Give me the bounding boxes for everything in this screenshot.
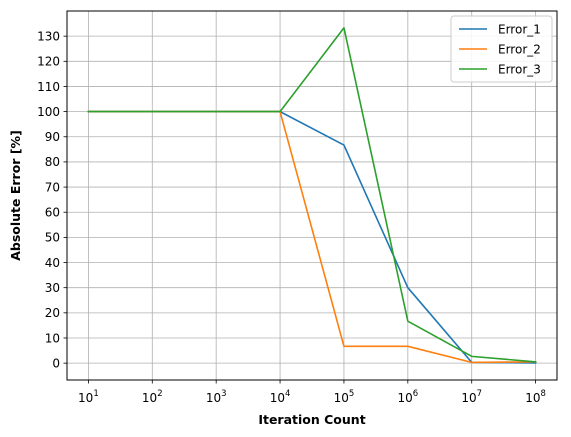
x-tick-base: 10: [142, 391, 157, 405]
x-tick-exponent: 6: [413, 389, 418, 399]
x-tick-base: 10: [270, 391, 285, 405]
y-tick-label: 90: [45, 130, 60, 144]
x-tick-base: 10: [334, 391, 349, 405]
y-tick-label: 130: [37, 29, 60, 43]
tick-marks: [63, 35, 536, 384]
grid: [67, 11, 557, 380]
x-tick-label: 108: [525, 389, 546, 405]
y-tick-label: 30: [45, 281, 60, 295]
tick-labels: 101 102 103 104 105 106 107 1080102030405060708…: [37, 29, 546, 405]
x-tick-exponent: 8: [541, 389, 546, 399]
x-tick-label: 101: [78, 389, 99, 405]
x-tick-exponent: 7: [477, 389, 482, 399]
legend-label: Error_1: [498, 22, 541, 36]
y-tick-label: 0: [52, 356, 60, 370]
x-tick-exponent: 1: [93, 389, 98, 399]
legend: Error_1 Error_2 Error_3: [450, 15, 553, 83]
x-tick-label: 103: [206, 389, 227, 405]
y-tick-label: 110: [37, 80, 60, 94]
y-tick-label: 70: [45, 180, 60, 194]
x-tick-exponent: 3: [221, 389, 226, 399]
x-tick-label: 102: [142, 389, 163, 405]
x-tick-base: 10: [461, 391, 476, 405]
legend-label: Error_3: [498, 62, 541, 76]
legend-label: Error_2: [498, 42, 541, 56]
y-tick-label: 80: [45, 155, 60, 169]
x-tick-base: 10: [397, 391, 412, 405]
x-tick-label: 106: [397, 389, 418, 405]
x-tick-base: 10: [206, 391, 221, 405]
y-tick-label: 50: [45, 231, 60, 245]
x-tick-label: 105: [334, 389, 355, 405]
y-tick-label: 10: [45, 331, 60, 345]
y-tick-label: 100: [37, 105, 60, 119]
x-tick-exponent: 5: [349, 389, 354, 399]
x-tick-exponent: 2: [157, 389, 162, 399]
x-tick-exponent: 4: [285, 389, 290, 399]
x-tick-label: 107: [461, 389, 482, 405]
series-line-error-3: [87, 27, 537, 363]
x-tick-label: 104: [270, 389, 291, 405]
x-axis-title: Iteration Count: [258, 412, 365, 427]
y-tick-label: 60: [45, 206, 60, 220]
y-tick-label: 20: [45, 306, 60, 320]
series-layer: [87, 27, 537, 364]
legend-box: [450, 15, 553, 83]
y-tick-label: 120: [37, 55, 60, 69]
y-axis-title: Absolute Error [%]: [8, 130, 23, 261]
x-tick-base: 10: [525, 391, 540, 405]
plot-frame: [66, 10, 558, 381]
y-tick-label: 40: [45, 256, 60, 270]
x-tick-base: 10: [78, 391, 93, 405]
